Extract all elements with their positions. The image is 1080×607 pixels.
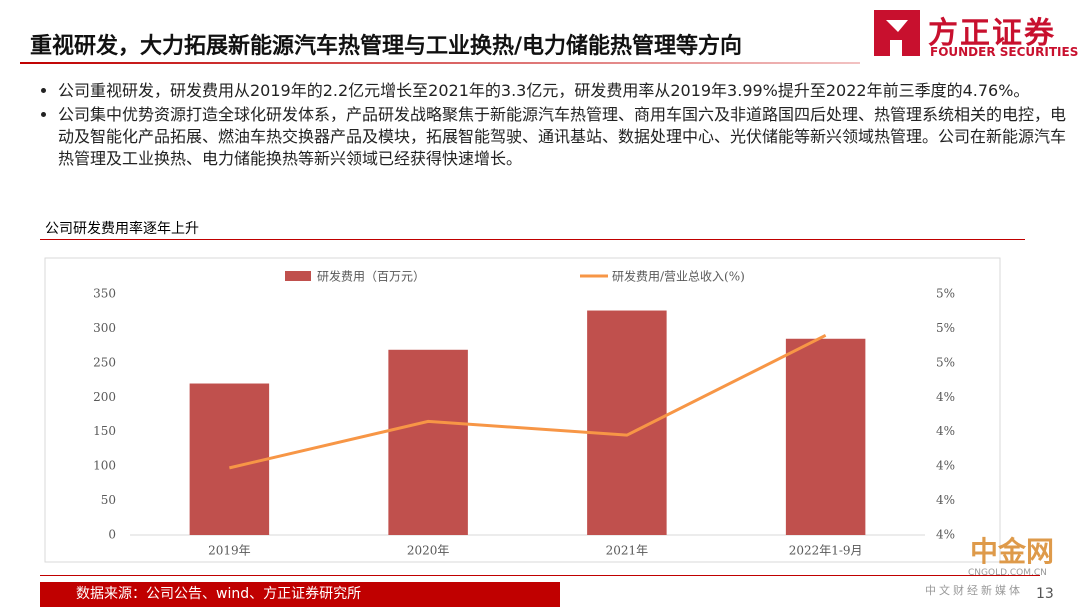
logo-subtext: FOUNDER SECURITIES [930, 45, 1079, 59]
y-tick-label: 200 [93, 390, 116, 404]
line [229, 333, 827, 470]
y2-tick-label: 4% [936, 493, 955, 507]
y2-tick-label: 5% [936, 321, 955, 335]
title-rule [20, 62, 860, 64]
y2-tick-label: 4% [936, 528, 955, 542]
slide-title: 重视研发，大力拓展新能源汽车热管理与工业换热/电力储能热管理等方向 [30, 34, 743, 59]
legend-label: 研发费用/营业总收入(%) [612, 269, 745, 284]
page-number: 13 [1036, 586, 1054, 602]
x-tick-label: 2019年 [208, 544, 251, 558]
y2-tick-label: 4% [936, 459, 955, 473]
logo-text: 方正证券 [928, 16, 1056, 51]
watermark-url: CNGOLD.COM.CN [968, 568, 1047, 578]
y-tick-label: 350 [93, 287, 116, 301]
y2-tick-label: 5% [936, 355, 955, 369]
section-rule [40, 239, 1025, 240]
bar [388, 349, 468, 535]
y2-tick-label: 4% [936, 424, 955, 438]
bullet: 公司集中优势资源打造全球化研发体系，产品研发战略聚焦于新能源汽车热管理、商用车国… [58, 104, 1078, 170]
watermark: 中金网 [970, 535, 1055, 568]
y-tick-label: 100 [93, 459, 116, 473]
watermark-tagline: 中文财经新媒体 [925, 584, 1023, 597]
footer-rule [40, 575, 1040, 576]
bullet-list: 公司重视研发，研发费用从2019年的2.2亿元增长至2021年的3.3亿元，研发… [30, 80, 1078, 172]
section-title: 公司研发费用率逐年上升 [45, 221, 199, 237]
bar [785, 338, 866, 535]
x-tick-label: 2020年 [407, 544, 450, 558]
legend-label: 研发费用（百万元） [317, 269, 425, 284]
bar [189, 383, 270, 535]
bullet: 公司重视研发，研发费用从2019年的2.2亿元增长至2021年的3.3亿元，研发… [58, 80, 1078, 102]
chart-frame [44, 257, 1001, 563]
y-tick-label: 150 [93, 424, 116, 438]
y2-tick-label: 4% [936, 390, 955, 404]
legend-swatch [285, 271, 311, 281]
y-tick-label: 50 [101, 493, 116, 507]
logo-icon [874, 10, 920, 56]
x-tick-label: 2022年1-9月 [789, 544, 863, 558]
y-tick-label: 250 [93, 355, 116, 369]
y-tick-label: 300 [93, 321, 116, 335]
source: 数据来源：公司公告、wind、方正证券研究所 [40, 582, 560, 607]
y-tick-label: 0 [108, 528, 116, 542]
x-tick-label: 2021年 [606, 544, 649, 558]
y2-tick-label: 5% [936, 287, 955, 301]
